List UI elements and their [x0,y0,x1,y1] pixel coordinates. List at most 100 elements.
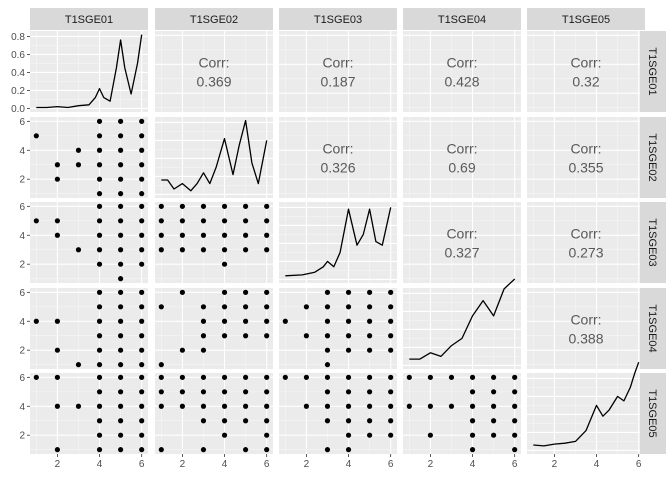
right-strip-label-T1SGE03: T1SGE03 [646,218,658,266]
panel-bg-r1-c3 [403,117,521,198]
panel-bg-r2-c3 [403,202,521,283]
scatter-point-r3-c2 [324,318,331,324]
scatter-point-r4-c1 [158,447,164,453]
scatter-point-r4-c1 [264,447,270,453]
scatter-point-r4-c2 [345,389,352,395]
scatter-point-r2-c1 [221,218,228,224]
panel-bg-r1-c4 [527,117,645,198]
scatter-point-r2-c0 [118,261,124,267]
scatter-point-r2-c0 [118,247,124,253]
scatter-point-r2-c0 [96,232,103,238]
scatter-point-r3-c1 [264,289,270,295]
scatter-point-r3-c2 [345,333,352,339]
scatter-point-r2-c0 [54,218,60,224]
corr-label: Corr: [570,141,601,157]
scatter-point-r3-c2 [324,333,331,339]
scatter-point-r3-c2 [282,318,288,324]
x-tick-label: 6 [139,459,145,470]
scatter-point-r4-c0 [96,432,103,438]
scatter-point-r4-c1 [221,432,228,438]
scatter-point-r4-c3 [469,418,476,424]
corr-label: Corr: [570,226,601,242]
x-tick-label: 4 [594,459,600,470]
scatter-point-r1-c0 [96,176,103,182]
scatter-point-r1-c0 [139,147,145,153]
scatter-point-r3-c2 [324,289,331,295]
scatter-point-r2-c0 [118,276,124,282]
y-tick-label: 0.6 [11,50,25,61]
scatter-point-r3-c0 [96,318,103,324]
scatter-point-r4-c2 [303,403,309,409]
scatter-point-r1-c0 [96,147,103,153]
scatter-point-r3-c2 [367,333,373,339]
top-strip-bg [279,8,397,30]
x-tick-label: 4 [97,459,103,470]
scatter-point-r3-c2 [388,347,394,353]
scatter-point-r3-c0 [54,318,60,324]
density-curve-T1SGE05 [533,361,640,447]
scatter-point-r4-c0 [118,432,124,438]
scatter-point-r3-c1 [264,318,270,324]
scatter-point-r4-c0 [54,447,60,453]
y-tick-label: 6 [19,117,25,128]
scatter-point-r3-c2 [324,347,331,353]
scatter-point-r3-c2 [345,289,352,295]
scatter-point-r4-c1 [200,374,207,380]
x-tick-label: 2 [552,459,558,470]
scatter-point-r4-c1 [179,374,185,380]
scatter-point-r4-c3 [491,389,497,395]
right-strip-bg [640,31,666,112]
scatter-point-r3-c2 [303,333,309,339]
scatter-point-r3-c2 [388,333,394,339]
scatter-point-r2-c1 [243,232,249,238]
scatter-point-r3-c2 [367,347,373,353]
scatter-point-r3-c1 [200,333,207,339]
corr-label: Corr: [446,141,477,157]
panel-bg-r1-c0 [30,117,148,198]
scatter-point-r3-c1 [264,304,270,310]
corr-label: Corr: [446,55,477,71]
scatter-point-r2-c1 [243,247,249,253]
scatter-point-r3-c1 [221,304,228,310]
scatter-point-r2-c1 [158,218,164,224]
top-strip-bg [30,8,148,30]
scatter-point-r2-c0 [139,203,145,209]
corr-value-T1SGE02-T1SGE05: 0.355 [568,160,603,176]
scatter-point-r4-c2 [367,432,373,438]
scatter-point-r4-c3 [469,403,476,409]
panel-bg-r0-c2 [279,31,397,112]
scatter-point-r4-c3 [406,374,412,380]
scatter-point-r2-c1 [200,203,207,209]
scatter-point-r3-c1 [243,289,249,295]
scatter-point-r3-c1 [221,318,228,324]
scatter-point-r3-c1 [243,304,249,310]
scatter-point-r4-c0 [118,374,124,380]
scatter-point-r2-c0 [118,218,124,224]
top-strip-label-T1SGE02: T1SGE02 [190,14,238,26]
scatter-point-r2-c1 [179,247,185,253]
scatter-point-r4-c1 [264,432,270,438]
scatter-point-r4-c3 [427,374,433,380]
y-tick-label: 4 [19,402,25,413]
scatter-point-r4-c3 [491,403,497,409]
scatter-point-r2-c1 [264,203,270,209]
scatter-point-r4-c0 [139,432,145,438]
y-tick-label: 2 [19,175,25,186]
scatter-point-r4-c1 [179,389,185,395]
y-tick-label: 0.0 [11,104,25,115]
scatter-point-r2-c0 [118,232,124,238]
scatter-point-r4-c3 [491,374,497,380]
scatter-point-r4-c1 [158,403,164,409]
scatter-point-r4-c1 [243,374,249,380]
scatter-point-r4-c3 [469,374,476,380]
scatter-point-r4-c3 [469,432,476,438]
scatter-point-r4-c3 [469,389,476,395]
x-tick-label: 2 [180,459,186,470]
scatter-point-r4-c1 [264,418,270,424]
panel-bg-r4-c1 [155,373,273,454]
panel-bg-r3-c1 [155,288,273,369]
scatter-point-r4-c0 [54,374,60,380]
scatter-point-r4-c2 [345,432,352,438]
scatter-point-r4-c1 [221,389,228,395]
scatter-point-r4-c3 [448,403,455,409]
